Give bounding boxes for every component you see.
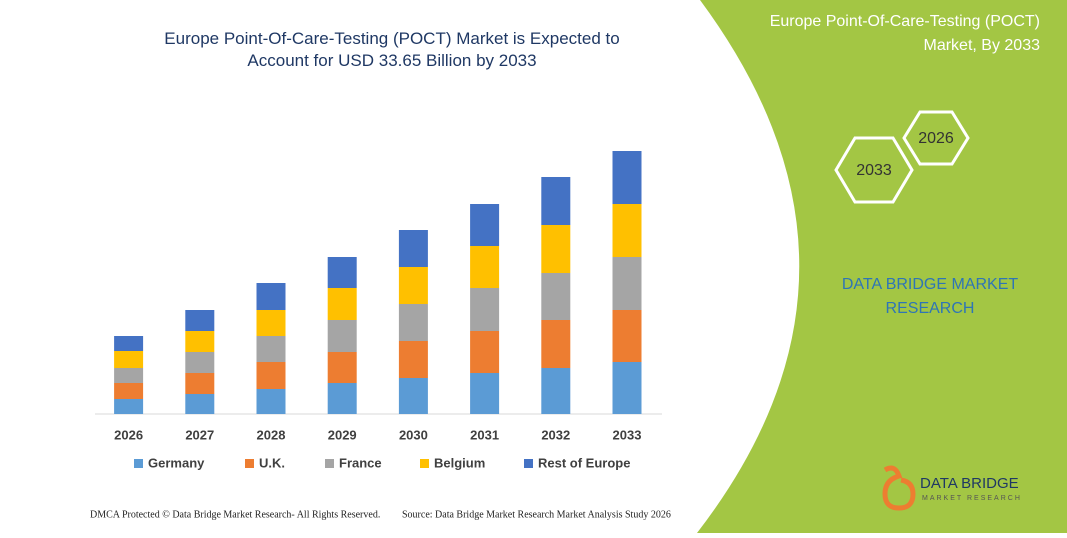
bar-segment <box>541 177 571 225</box>
bar-segment <box>612 257 642 310</box>
bar-segment <box>612 204 642 257</box>
bar-segment <box>470 331 500 373</box>
bar-segment <box>398 341 428 378</box>
bar-segment <box>398 230 428 267</box>
bar-segment <box>256 283 286 310</box>
bar-segment <box>612 310 642 362</box>
x-tick-label: 2031 <box>470 427 499 442</box>
hexagon <box>902 110 970 166</box>
legend-swatch <box>245 459 254 468</box>
footer-left: DMCA Protected © Data Bridge Market Rese… <box>90 509 380 520</box>
legend-swatch <box>420 459 429 468</box>
legend-label: Germany <box>148 455 205 470</box>
bar-segment <box>541 225 571 273</box>
bar-segment <box>114 351 144 368</box>
bar-segment <box>470 373 500 414</box>
bar-segment <box>327 352 357 383</box>
bar-segment <box>398 304 428 341</box>
x-tick-label: 2032 <box>541 427 570 442</box>
bar-segment <box>114 383 144 399</box>
bar-segment <box>114 368 144 383</box>
bar-segment <box>114 399 144 414</box>
bar-segment <box>541 273 571 320</box>
bar-segment <box>185 331 215 352</box>
bar-segment <box>185 394 215 414</box>
bar-segment <box>612 362 642 414</box>
bar-segment <box>185 310 215 331</box>
side-panel <box>697 0 1067 533</box>
legend-swatch <box>134 459 143 468</box>
footer-right: Source: Data Bridge Market Research Mark… <box>402 509 671 520</box>
bar-segment <box>470 204 500 246</box>
x-tick-label: 2029 <box>328 427 357 442</box>
logo-icon <box>882 465 916 511</box>
x-tick-label: 2033 <box>613 427 642 442</box>
bar-segment <box>612 151 642 204</box>
bar-segment <box>327 257 357 288</box>
logo-name: DATA BRIDGE <box>920 475 1019 492</box>
hex-label: 2033 <box>856 162 892 179</box>
x-tick-label: 2026 <box>114 427 143 442</box>
bar-segment <box>327 383 357 414</box>
bar-segment <box>398 378 428 414</box>
bar-segment <box>256 310 286 336</box>
legend-label: France <box>339 455 382 470</box>
chart-title: Europe Point-Of-Care-Testing (POCT) Mark… <box>164 29 619 70</box>
legend-label: U.K. <box>259 455 285 470</box>
bar-segment <box>470 246 500 288</box>
legend-label: Belgium <box>434 455 485 470</box>
plot: 2026 2027 2028 2029 2030 2031 2032 2033 Germany U… <box>114 151 642 470</box>
bar-segment <box>114 336 144 351</box>
bar-segment <box>256 362 286 389</box>
bar-segment <box>185 373 215 394</box>
panel-brand: DATA BRIDGE MARKET RESEARCH <box>842 276 1019 317</box>
bar-segment <box>541 368 571 414</box>
bar-segment <box>256 336 286 362</box>
x-tick-label: 2027 <box>185 427 214 442</box>
panel-title: Europe Point-Of-Care-Testing (POCT) Marke… <box>770 13 1040 54</box>
bar-segment <box>470 288 500 331</box>
legend-swatch <box>524 459 533 468</box>
legend-swatch <box>325 459 334 468</box>
bar-segment <box>327 288 357 320</box>
bar-segment <box>541 320 571 368</box>
legend-label: Rest of Europe <box>538 455 630 470</box>
bar-segment <box>327 320 357 352</box>
logo-sub: MARKET RESEARCH <box>922 495 1022 502</box>
x-tick-label: 2030 <box>399 427 428 442</box>
bar-segment <box>185 352 215 373</box>
hexagon <box>834 136 914 204</box>
x-tick-label: 2028 <box>257 427 286 442</box>
bar-segment <box>256 389 286 414</box>
bar-segment <box>398 267 428 304</box>
hex-label: 2026 <box>918 130 954 147</box>
